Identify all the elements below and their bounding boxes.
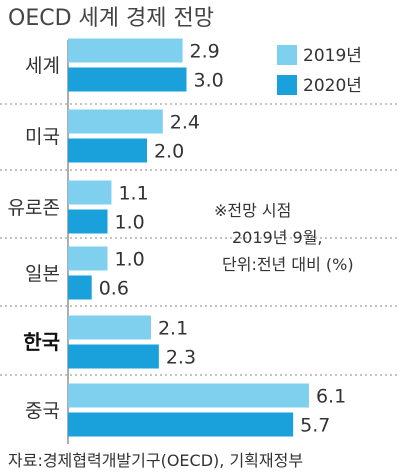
bar-2020년-유로존 xyxy=(68,209,108,234)
legend-label-1: 2019년 xyxy=(303,46,362,66)
value-label-2020년-유로존: 1.0 xyxy=(115,212,145,234)
note: ※전망 시점 2019년 9월, 단위:전년 대비 (%) xyxy=(214,201,354,274)
bars: 2.9 2.4 1.1 1.0 2.1 6.1 3.0 2.0 1.0 0.6 2.3 5.7 xyxy=(68,38,346,437)
legend-swatch-1 xyxy=(277,45,297,65)
bar-2020년-중국 xyxy=(68,412,294,437)
category-label-2: 미국 xyxy=(25,126,60,148)
bar-2019년-유로존 xyxy=(68,180,112,205)
category-label-1: 세계 xyxy=(25,55,60,77)
legend: 2019년 2020년 xyxy=(277,45,362,96)
bar-2019년-일본 xyxy=(68,246,108,271)
bar-2020년-한국 xyxy=(68,344,159,369)
legend-swatch-2 xyxy=(277,75,297,95)
category-label-5: 한국 xyxy=(23,330,60,354)
category-label-3: 유로존 xyxy=(8,197,60,219)
category-label-4: 일본 xyxy=(25,263,60,285)
legend-label-2: 2020년 xyxy=(303,76,362,96)
value-label-2019년-일본: 1.0 xyxy=(115,249,145,271)
note-line-2: 2019년 9월, xyxy=(232,228,323,247)
bar-2020년-미국 xyxy=(68,138,147,163)
bar-2019년-중국 xyxy=(68,383,309,408)
chart-title: OECD 세계 경제 전망 xyxy=(8,6,214,31)
category-label-6: 중국 xyxy=(25,400,60,422)
bar-2019년-한국 xyxy=(68,315,151,340)
note-line-1: ※전망 시점 xyxy=(214,201,291,220)
bar-2020년-일본 xyxy=(68,275,92,300)
bar-2019년-세계 xyxy=(68,38,183,63)
value-label-2020년-한국: 2.3 xyxy=(166,347,196,369)
value-label-2019년-한국: 2.1 xyxy=(158,318,188,340)
value-label-2020년-세계: 3.0 xyxy=(194,70,224,92)
value-label-2019년-유로존: 1.1 xyxy=(118,183,148,205)
value-label-2019년-세계: 2.9 xyxy=(190,41,220,63)
bar-2020년-세계 xyxy=(68,67,187,92)
source-text: 자료:경제협력개발기구(OECD), 기획재정부 xyxy=(8,451,303,470)
separators xyxy=(0,103,400,376)
value-label-2019년-미국: 2.4 xyxy=(170,112,200,134)
value-label-2020년-일본: 0.6 xyxy=(99,278,129,300)
value-label-2020년-미국: 2.0 xyxy=(154,141,184,163)
value-label-2020년-중국: 5.7 xyxy=(300,415,330,437)
note-line-3: 단위:전년 대비 (%) xyxy=(222,255,354,274)
bar-2019년-미국 xyxy=(68,109,163,134)
value-label-2019년-중국: 6.1 xyxy=(316,386,346,408)
